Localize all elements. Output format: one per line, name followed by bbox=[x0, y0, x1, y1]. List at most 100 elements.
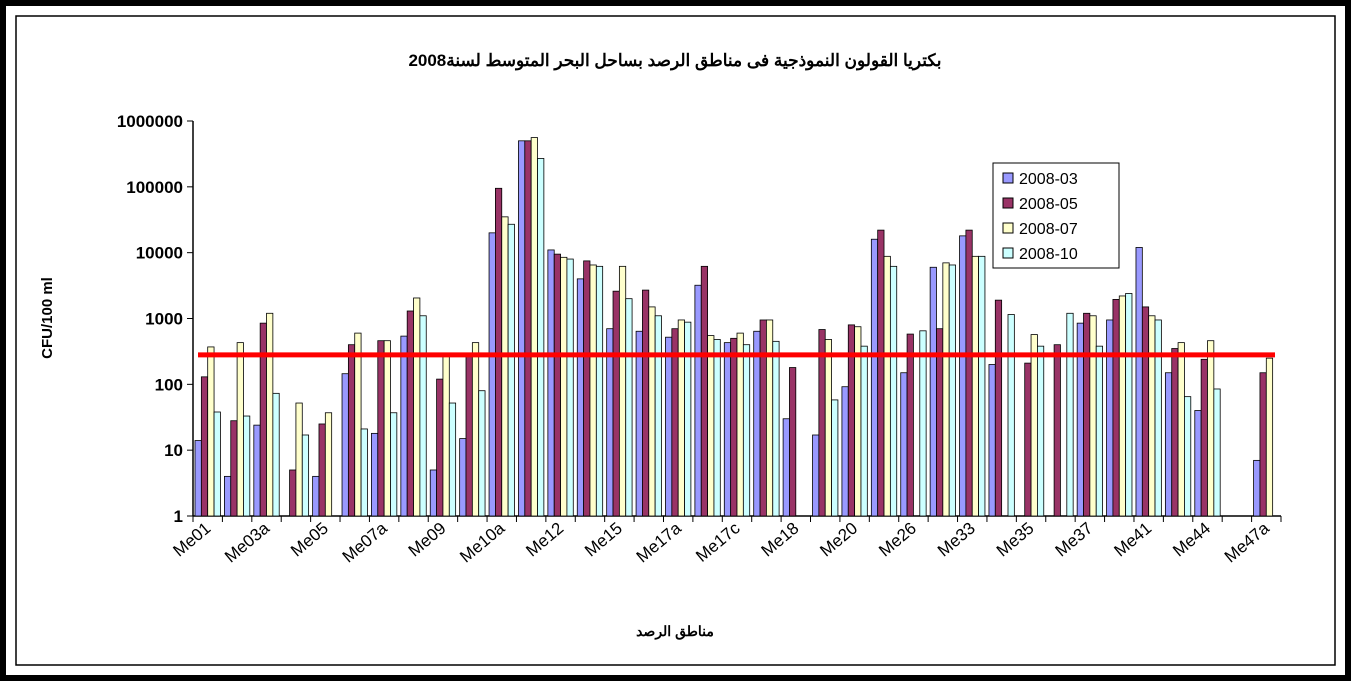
bar bbox=[583, 260, 591, 517]
x-tick-label: Me15 bbox=[581, 519, 626, 561]
legend-label: 2008-05 bbox=[1019, 196, 1078, 213]
x-tick-label: Me09 bbox=[405, 519, 450, 561]
bar bbox=[224, 475, 232, 517]
bar bbox=[253, 424, 261, 517]
bar bbox=[1066, 312, 1074, 517]
x-tick-label: Me12 bbox=[522, 519, 567, 561]
bar bbox=[812, 434, 820, 517]
bar bbox=[312, 475, 320, 517]
bar bbox=[1194, 410, 1202, 517]
bar bbox=[589, 264, 597, 517]
bar bbox=[1253, 459, 1261, 517]
bar bbox=[1259, 372, 1267, 517]
bar bbox=[870, 238, 879, 517]
bar bbox=[301, 434, 310, 517]
y-tick-label: 100000 bbox=[126, 178, 183, 197]
bar bbox=[772, 340, 780, 517]
bar bbox=[1024, 362, 1032, 517]
bar bbox=[230, 420, 238, 517]
bar bbox=[1007, 314, 1015, 517]
bar bbox=[1118, 295, 1127, 517]
bar bbox=[295, 402, 303, 517]
bar bbox=[1171, 348, 1179, 517]
bar bbox=[200, 376, 209, 517]
bar bbox=[883, 255, 891, 517]
chart-title: بكتريا القولون النموذجية فى مناطق الرصد … bbox=[408, 51, 941, 71]
bar bbox=[1207, 340, 1215, 517]
bar bbox=[694, 284, 702, 517]
x-tick-label: Me17c bbox=[692, 518, 744, 566]
legend-swatch bbox=[1002, 222, 1014, 234]
bar bbox=[1037, 345, 1045, 517]
bar bbox=[1135, 247, 1143, 517]
bar bbox=[576, 278, 585, 517]
bar bbox=[406, 310, 414, 517]
legend-box bbox=[992, 162, 1120, 269]
bar bbox=[213, 411, 221, 517]
bar bbox=[877, 229, 885, 517]
bar bbox=[518, 140, 526, 517]
bar bbox=[377, 340, 385, 517]
y-tick-label: 1000000 bbox=[117, 112, 183, 131]
bar bbox=[465, 352, 473, 517]
bar bbox=[713, 339, 721, 517]
bar bbox=[459, 438, 467, 517]
bar bbox=[1265, 357, 1274, 517]
bar bbox=[547, 249, 555, 517]
bar bbox=[942, 262, 950, 517]
bar bbox=[648, 306, 656, 517]
bar bbox=[919, 330, 927, 517]
x-tick-label: Me37 bbox=[1052, 519, 1097, 561]
bar bbox=[524, 140, 532, 517]
bar bbox=[618, 265, 627, 517]
bar bbox=[625, 298, 633, 517]
bar bbox=[684, 321, 692, 517]
bar bbox=[959, 235, 967, 517]
bar bbox=[1177, 342, 1185, 517]
bar bbox=[1125, 293, 1133, 517]
bar bbox=[665, 336, 673, 517]
bar bbox=[1184, 396, 1192, 517]
bar bbox=[766, 319, 774, 517]
bar bbox=[831, 399, 839, 517]
y-tick-label: 100 bbox=[155, 375, 183, 394]
bar bbox=[789, 367, 797, 517]
bar bbox=[700, 265, 708, 517]
bar bbox=[707, 335, 715, 517]
bar bbox=[1053, 344, 1061, 517]
bar bbox=[1141, 306, 1150, 517]
x-tick-label: Me41 bbox=[1110, 519, 1155, 561]
bar bbox=[266, 312, 274, 517]
bar bbox=[194, 440, 202, 517]
bar bbox=[723, 342, 732, 517]
bar bbox=[1083, 312, 1091, 517]
legend-swatch bbox=[1002, 172, 1014, 184]
bar bbox=[1164, 372, 1173, 517]
bar bbox=[742, 344, 751, 517]
bar bbox=[324, 412, 333, 517]
bar bbox=[566, 258, 574, 517]
bar bbox=[818, 329, 826, 517]
y-tick-label: 10000 bbox=[136, 244, 183, 263]
legend-label: 2008-10 bbox=[1019, 246, 1078, 263]
bar bbox=[442, 354, 450, 517]
bar bbox=[448, 402, 457, 517]
bar bbox=[360, 428, 368, 517]
bar bbox=[994, 299, 1003, 517]
y-tick-label: 1000 bbox=[145, 310, 183, 329]
bar bbox=[1076, 322, 1084, 517]
bar bbox=[413, 297, 421, 517]
bar bbox=[1154, 319, 1162, 517]
bar bbox=[243, 415, 251, 517]
bar bbox=[824, 339, 832, 517]
bar bbox=[553, 253, 561, 517]
x-tick-label: Me07a bbox=[339, 518, 391, 566]
x-tick-label: Me10a bbox=[456, 518, 508, 566]
bar bbox=[1200, 358, 1208, 517]
bar bbox=[753, 330, 761, 517]
bar bbox=[1095, 345, 1103, 517]
bar bbox=[1106, 319, 1114, 517]
bar bbox=[900, 372, 908, 517]
bar bbox=[537, 158, 545, 517]
bar bbox=[236, 342, 244, 517]
